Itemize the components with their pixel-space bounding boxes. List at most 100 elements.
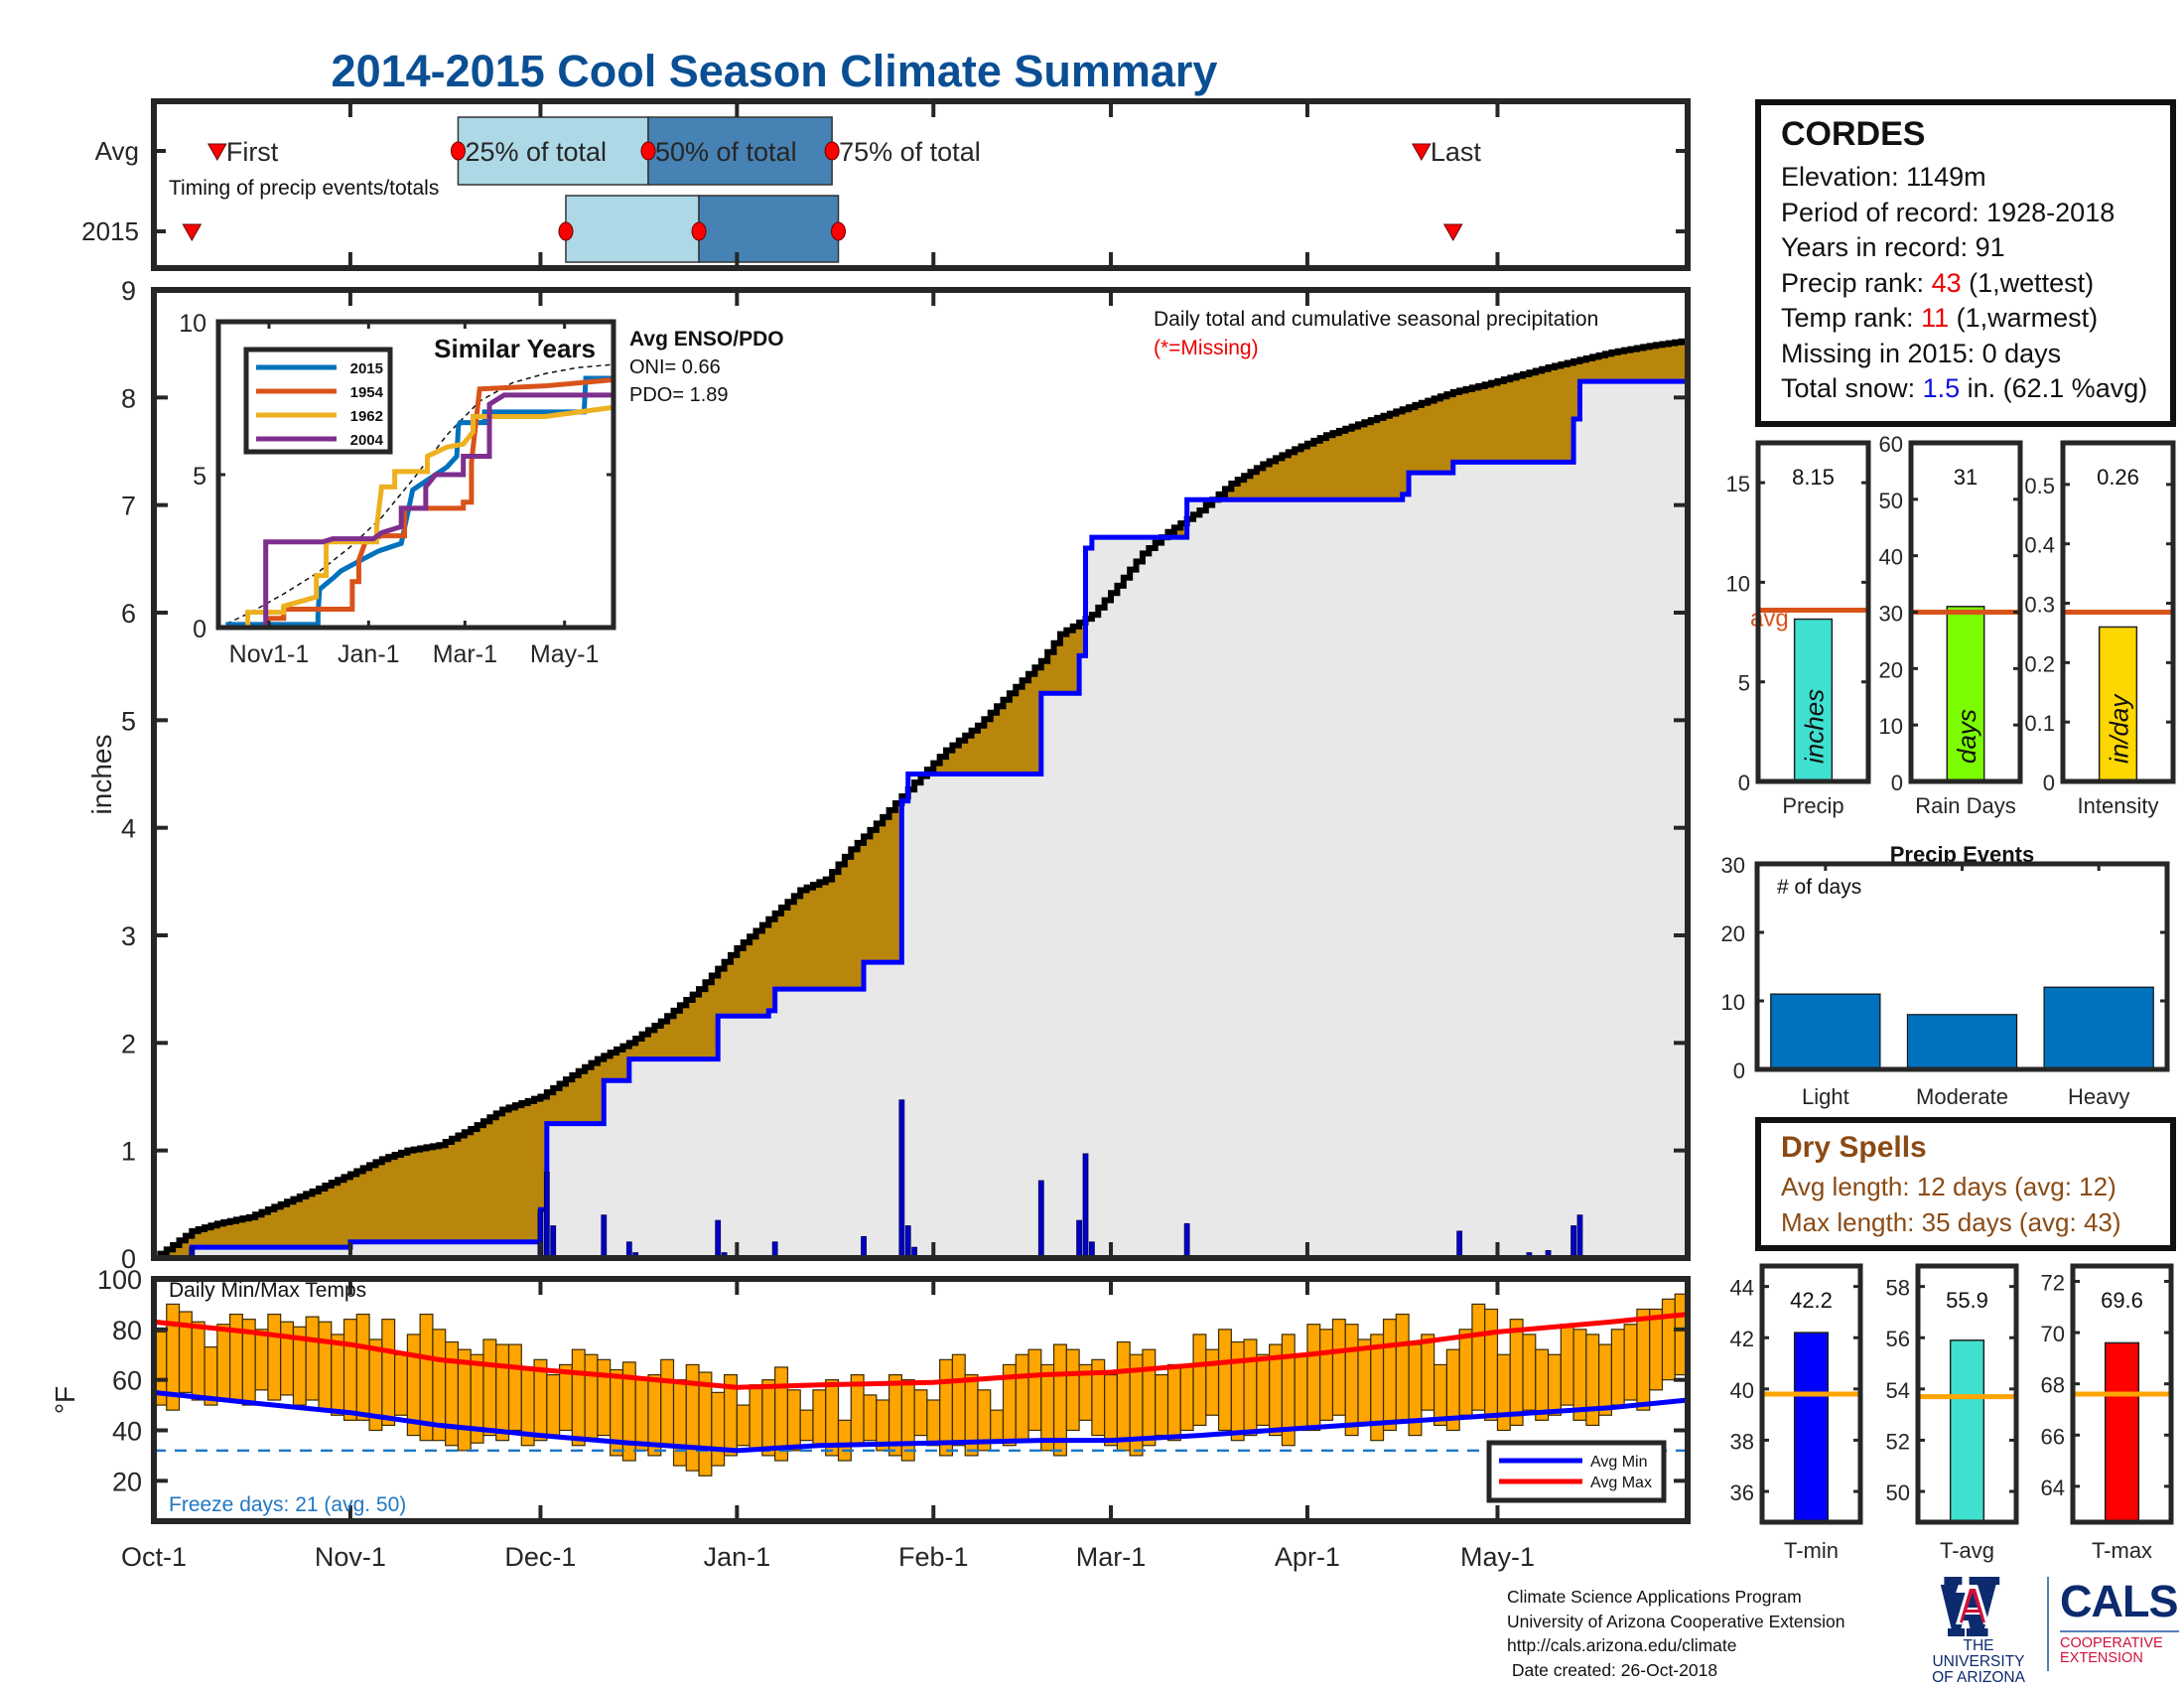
timing-marker-p50	[691, 221, 707, 241]
daily-temp-bar	[951, 1353, 966, 1447]
daily-temp-bar	[1306, 1324, 1321, 1432]
page-title: 2014-2015 Cool Season Climate Summary	[331, 46, 1218, 96]
legend-label-2004: 2004	[350, 432, 384, 449]
daily-temp-bar	[1243, 1338, 1258, 1437]
precip-events-frame	[1754, 861, 2170, 1072]
daily-precip-bar	[1570, 1225, 1576, 1259]
temp-legend-label: Avg Min	[1590, 1454, 1648, 1471]
timing-label-last: Last	[1431, 137, 1482, 167]
daily-temp-bar	[1610, 1329, 1625, 1406]
precip-events-ytick-label: 0	[1733, 1058, 1745, 1083]
daily-temp-bar	[1142, 1348, 1157, 1447]
temp-ytick-label: 100	[97, 1265, 142, 1295]
totals-intensity-frame	[2060, 440, 2176, 784]
cals-subtitle: COOPERATIVE EXTENSION	[2060, 1630, 2179, 1666]
totals-rain-days-ytick-label: 40	[1879, 545, 1903, 570]
daily-temp-bar	[507, 1343, 522, 1432]
dry-spells-box: Dry Spells Avg length: 12 days (avg: 12)…	[1755, 1117, 2176, 1251]
daily-temp-bar	[445, 1340, 460, 1447]
legend-label-1962: 1962	[350, 408, 383, 425]
temp-xtick-label: Oct-1	[121, 1542, 187, 1572]
temps-t-avg-ytick-label: 50	[1886, 1480, 1910, 1505]
temps-t-avg-bar	[1949, 1339, 1985, 1523]
timing-subtitle: Timing of precip events/totals	[169, 177, 439, 200]
university-of-arizona-logo: THE UNIVERSITY OF ARIZONA	[1923, 1575, 2034, 1686]
precip-events-ytick-label: 10	[1721, 990, 1745, 1015]
daily-temp-bar	[1522, 1334, 1537, 1411]
freeze-days-text: Freeze days: 21 (avg. 50)	[169, 1493, 406, 1516]
daily-precip-bar	[1076, 1219, 1083, 1259]
cals-line1: COOPERATIVE	[2060, 1635, 2163, 1651]
ua-line1: THE UNIVERSITY	[1932, 1637, 2025, 1670]
temps-t-max-bar	[2104, 1341, 2140, 1523]
daily-temp-bar	[1331, 1319, 1346, 1416]
temps-t-avg-ytick-label: 52	[1886, 1429, 1910, 1454]
station-name: CORDES	[1781, 115, 1926, 153]
timing-marker-p75	[824, 141, 840, 161]
totals-intensity-unit: in/day	[2105, 693, 2134, 764]
enso-title: Avg ENSO/PDO	[629, 328, 784, 351]
daily-precip-bar	[1183, 1222, 1190, 1259]
daily-temp-bar	[1015, 1353, 1029, 1442]
daily-temp-bar	[1661, 1298, 1676, 1381]
temps-t-max-ytick-label: 66	[2041, 1424, 2065, 1449]
daily-temp-bar	[482, 1338, 497, 1437]
temps-t-min-ytick-label: 36	[1730, 1480, 1754, 1505]
cals-wordmark: CALS	[2060, 1576, 2179, 1626]
daily-temp-bar	[1155, 1373, 1169, 1437]
totals-rain-days-ytick-label: 0	[1891, 771, 1903, 795]
temps-t-avg-frame	[1915, 1263, 2019, 1525]
daily-temp-bar	[1040, 1363, 1055, 1452]
daily-temp-bar	[267, 1313, 282, 1401]
precip-plot-frame	[151, 287, 1691, 1261]
timing-box-25-50	[457, 116, 649, 186]
temp-legend	[1486, 1440, 1667, 1503]
precip-ytick-label: 1	[121, 1137, 136, 1167]
precip-events-bar-moderate	[1906, 1014, 2018, 1070]
daily-temp-bar	[381, 1319, 396, 1427]
temp-rank-note: (1,warmest)	[1949, 303, 2099, 333]
cumulative-2015-area	[154, 381, 1688, 1258]
precip-events-ytick-label: 20	[1721, 921, 1745, 946]
similar-ytick-label: 0	[193, 616, 206, 643]
precip-title: Daily total and cumulative seasonal prec…	[1154, 308, 1598, 331]
footer-url[interactable]: http://cals.arizona.edu/climate	[1507, 1635, 1737, 1655]
similar-year-line-1962	[218, 404, 614, 631]
snow-note: in. (62.1 %avg)	[1960, 373, 2148, 403]
legend-label-1954: 1954	[350, 384, 384, 401]
daily-temp-bar	[1458, 1329, 1473, 1416]
daily-precip-bar	[601, 1214, 608, 1259]
daily-temp-bar	[1256, 1353, 1271, 1427]
temps-t-min-label: T-min	[1784, 1538, 1839, 1563]
ua-line2: OF ARIZONA	[1932, 1669, 2025, 1686]
precip-missing-note: (*=Missing)	[1154, 337, 1259, 359]
temp-ytick-label: 60	[112, 1366, 142, 1396]
daily-temp-bar	[863, 1394, 878, 1442]
precip-ytick-label: 8	[121, 383, 136, 413]
temps-t-avg-value: 55.9	[1946, 1288, 1988, 1313]
station-years: Years in record: 91	[1781, 232, 2005, 262]
daily-temp-bar	[1027, 1348, 1042, 1432]
daily-temp-bar	[584, 1353, 599, 1442]
block-a-icon	[1940, 1577, 2000, 1636]
totals-rain-days-unit: days	[1952, 709, 1981, 764]
temps-t-max-ytick-label: 68	[2041, 1373, 2065, 1398]
temp-ytick-label: 80	[112, 1316, 142, 1345]
timing-marker-p25	[450, 141, 466, 161]
legend-label-2015: 2015	[350, 360, 383, 377]
timing-box-25-50	[565, 195, 700, 263]
enso-pdo: PDO= 1.89	[629, 384, 729, 406]
timing-label-75: 75% of total	[839, 137, 981, 167]
daily-temp-bar	[786, 1389, 801, 1452]
similar-years-avg-dashed	[217, 363, 614, 629]
similar-years-title: Similar Years	[434, 334, 596, 363]
daily-temp-bar	[761, 1379, 776, 1457]
timing-box-50-75	[698, 195, 840, 263]
daily-temp-bar	[280, 1321, 295, 1396]
timing-row-label: 2015	[81, 216, 139, 246]
similar-year-line-2004	[218, 392, 614, 631]
station-period: Period of record: 1928-2018	[1781, 197, 2116, 227]
daily-precip-bar	[861, 1235, 867, 1259]
logo-divider	[2047, 1577, 2049, 1671]
